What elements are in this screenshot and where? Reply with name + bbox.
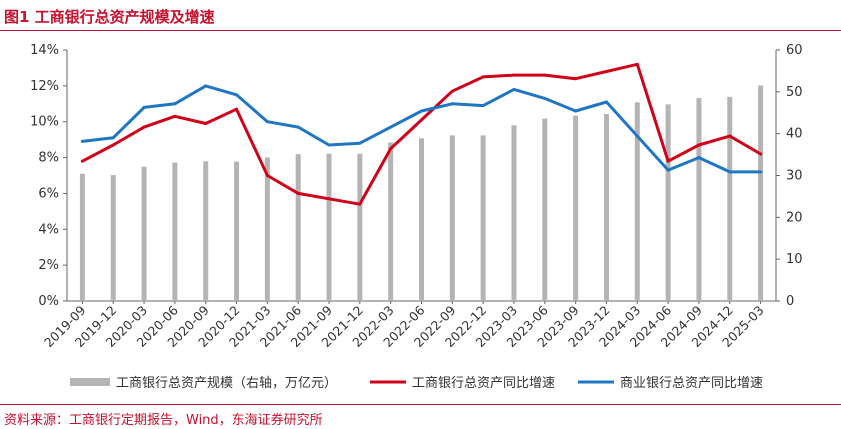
bar-total-assets (357, 153, 363, 301)
bar-total-assets (511, 125, 517, 301)
line-icbc-growth-point (574, 77, 578, 81)
axes-layer (63, 49, 780, 304)
line-icbc-growth-point (420, 118, 423, 122)
line-icbc-growth-point (265, 174, 269, 177)
bar-total-assets (542, 118, 548, 302)
bar-total-assets (110, 175, 116, 301)
left-tick-label: 10% (30, 115, 59, 130)
bar-total-assets (295, 154, 301, 301)
legend: 工商银行总资产规模（右轴，万亿元） 工商银行总资产同比增速 商业银行总资产同比增速 (70, 376, 763, 391)
line-commercial-banks-growth-point (173, 102, 177, 106)
bar-total-assets (665, 104, 671, 301)
line-icbc-growth-point (481, 75, 485, 79)
line-commercial-banks-growth-point (512, 87, 516, 91)
chart-title: 图1 工商银行总资产规模及增速 (4, 8, 215, 26)
line-commercial-banks-growth-point (111, 136, 115, 140)
legend-label-commercial: 商业银行总资产同比增速 (620, 376, 763, 391)
line-icbc-growth-point (543, 73, 547, 77)
line-commercial-banks-growth-point (265, 120, 269, 124)
left-tick-label: 6% (38, 186, 59, 201)
line-commercial-banks-growth-point (728, 170, 732, 174)
line-icbc-growth-point (204, 122, 208, 126)
line-icbc-growth-point (327, 197, 331, 201)
line-icbc-growth-point (635, 62, 639, 66)
line-icbc-growth-point (80, 159, 84, 163)
line-commercial-banks-growth-point (635, 134, 639, 138)
line-commercial-banks-growth-point (327, 143, 331, 147)
line-commercial-banks-growth-point (759, 170, 763, 174)
line-icbc-growth-point (512, 73, 516, 77)
line-icbc-growth-point (142, 125, 146, 129)
bar-total-assets (326, 153, 332, 301)
left-tick-label: 8% (38, 151, 59, 166)
line-icbc-growth-point (296, 191, 300, 195)
line-icbc-growth-point (666, 159, 670, 163)
legend-label-bar: 工商银行总资产规模（右轴，万亿元） (116, 376, 337, 391)
line-commercial-banks-growth-point (358, 141, 362, 145)
line-commercial-banks-growth-point (604, 100, 608, 104)
bar-total-assets (758, 85, 764, 301)
line-icbc-growth-point (235, 107, 239, 111)
line-commercial-banks-growth-point (142, 105, 146, 109)
line-commercial-banks-growth-point (481, 104, 485, 108)
line-commercial-banks-growth-point (543, 96, 547, 100)
left-tick-label: 4% (38, 222, 59, 237)
line-commercial-banks-growth-point (204, 84, 208, 88)
bar-total-assets (603, 114, 609, 301)
line-icbc-growth-point (759, 152, 763, 156)
line-commercial-banks-growth-point (296, 125, 300, 129)
line-commercial-banks-growth-point (697, 156, 701, 160)
bar-total-assets (388, 142, 394, 301)
left-tick-label: 14% (30, 43, 59, 58)
left-tick-label: 0% (38, 294, 59, 309)
bar-total-assets (727, 96, 733, 301)
bar-total-assets (480, 135, 486, 301)
line-commercial-banks-growth-point (235, 93, 239, 97)
line-icbc-growth-point (697, 143, 701, 147)
left-tick-label: 2% (38, 258, 59, 273)
bar-total-assets (172, 162, 178, 301)
bars-layer (79, 85, 764, 302)
footer-divider (0, 404, 841, 405)
legend-swatch-bar (70, 378, 110, 386)
right-tick-label: 30 (786, 169, 803, 184)
line-icbc-growth-point (450, 89, 454, 93)
line-icbc-growth-point (728, 134, 732, 138)
right-tick-label: 20 (786, 210, 803, 225)
bar-total-assets (449, 135, 455, 301)
bar-total-assets (234, 161, 240, 301)
bar-total-assets (419, 138, 424, 301)
line-commercial-banks-growth-point (420, 109, 423, 113)
line-icbc-growth-point (173, 114, 177, 118)
bar-total-assets (203, 161, 209, 301)
line-commercial-banks-growth-point (389, 125, 393, 129)
right-tick-label: 50 (786, 85, 803, 100)
line-icbc-growth-point (111, 143, 115, 147)
lines-layer (80, 62, 763, 206)
line-commercial-banks-growth-point (80, 139, 84, 143)
line-icbc-growth-point (358, 202, 362, 206)
bar-total-assets (79, 173, 85, 301)
right-tick-label: 60 (786, 43, 803, 58)
bar-total-assets (573, 115, 579, 301)
line-commercial-banks-growth-point (450, 102, 454, 106)
legend-label-icbc: 工商银行总资产同比增速 (412, 376, 555, 391)
combo-chart: 0%2%4%6%8%10%12%14%01020304050602019-092… (30, 43, 803, 391)
title-divider (0, 30, 841, 31)
right-tick-label: 40 (786, 127, 803, 142)
source-note: 资料来源：工商银行定期报告，Wind，东海证券研究所 (4, 413, 323, 428)
bar-total-assets (264, 157, 270, 301)
line-commercial-banks-growth-point (666, 168, 670, 172)
left-tick-label: 12% (30, 79, 59, 94)
bar-total-assets (634, 102, 640, 302)
line-icbc-growth-point (389, 147, 393, 151)
bar-total-assets (696, 98, 702, 301)
right-tick-label: 0 (786, 294, 794, 309)
right-tick-label: 10 (786, 252, 803, 267)
line-icbc-growth-point (604, 70, 608, 74)
bar-total-assets (141, 166, 147, 301)
line-commercial-banks-growth-point (574, 109, 578, 113)
